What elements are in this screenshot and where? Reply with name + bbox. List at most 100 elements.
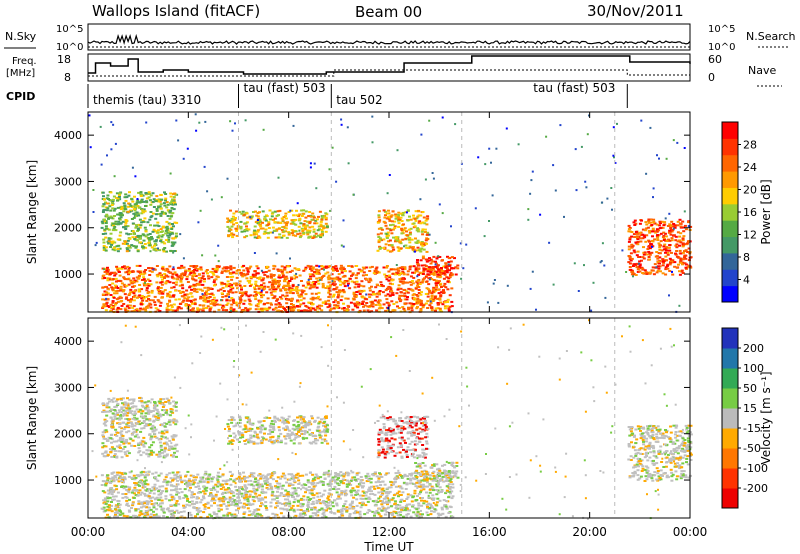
- echo-cell: [517, 143, 520, 146]
- echo-cell: [116, 279, 120, 282]
- echo-cell: [150, 270, 154, 273]
- echo-cell: [422, 216, 426, 219]
- echo-cell: [392, 483, 395, 486]
- echo-cell: [184, 270, 188, 273]
- echo-cell: [128, 486, 132, 489]
- echo-cell: [321, 484, 325, 486]
- echo-cell: [106, 292, 110, 295]
- echo-cell: [212, 302, 216, 305]
- echo-cell: [425, 260, 429, 263]
- echo-cell: [386, 286, 390, 289]
- echo-cell: [247, 298, 251, 301]
- echo-cell: [306, 233, 310, 236]
- echo-cell: [644, 221, 648, 224]
- echo-cell: [434, 271, 438, 274]
- echo-cell: [370, 301, 374, 304]
- echo-cell: [319, 225, 323, 228]
- echo-cell: [149, 500, 153, 503]
- echo-cell: [146, 483, 150, 486]
- echo-cell: [212, 273, 216, 276]
- echo-cell: [115, 265, 119, 268]
- echo-cell: [378, 247, 382, 250]
- echo-cell: [354, 509, 358, 512]
- echo-cell: [388, 174, 391, 176]
- echo-cell: [630, 231, 634, 233]
- echo-cell: [238, 506, 242, 509]
- echo-cell: [264, 307, 268, 310]
- echo-cell: [141, 299, 145, 302]
- echo-cell: [220, 281, 224, 284]
- echo-cell: [200, 277, 204, 280]
- echo-cell: [256, 272, 260, 275]
- echo-cell: [380, 503, 384, 506]
- echo-cell: [174, 502, 178, 505]
- echo-cell: [428, 257, 431, 260]
- echo-cell: [136, 199, 140, 202]
- echo-cell: [178, 476, 182, 479]
- echo-cell: [373, 511, 377, 514]
- echo-cell: [259, 505, 262, 508]
- echo-cell: [406, 475, 409, 478]
- echo-cell: [375, 485, 379, 488]
- echo-cell: [131, 306, 135, 309]
- echo-cell: [235, 229, 239, 232]
- echo-cell: [233, 499, 237, 502]
- echo-cell: [137, 201, 141, 204]
- echo-cell: [144, 269, 148, 271]
- echo-cell: [337, 273, 341, 276]
- echo-cell: [205, 292, 209, 295]
- echo-cell: [335, 478, 339, 481]
- echo-cell: [423, 485, 427, 488]
- echo-cell: [225, 266, 229, 269]
- echo-cell: [169, 215, 173, 218]
- echo-cell: [244, 222, 248, 225]
- echo-cell: [671, 270, 673, 273]
- echo-cell: [651, 269, 655, 272]
- echo-cell: [206, 305, 210, 308]
- echo-cell: [188, 273, 192, 276]
- echo-cell: [317, 282, 321, 285]
- echo-cell: [116, 268, 120, 271]
- echo-cell: [254, 308, 258, 311]
- echo-cell: [671, 273, 675, 276]
- echo-cell: [125, 504, 129, 507]
- echo-cell: [227, 290, 231, 293]
- echo-cell: [384, 513, 388, 516]
- echo-cell: [431, 288, 435, 291]
- echo-cell: [398, 294, 402, 297]
- echo-cell: [114, 284, 117, 287]
- echo-cell: [429, 271, 433, 274]
- echo-cell: [672, 234, 676, 237]
- echo-cell: [223, 282, 227, 285]
- echo-cell: [636, 235, 640, 238]
- echo-cell: [147, 196, 151, 199]
- echo-cell: [139, 234, 143, 237]
- echo-cell: [450, 497, 454, 500]
- echo-cell: [147, 470, 151, 473]
- echo-cell: [400, 220, 404, 222]
- echo-cell: [234, 509, 238, 512]
- echo-cell: [277, 285, 281, 288]
- echo-cell: [137, 500, 141, 503]
- echo-cell: [129, 516, 133, 519]
- echo-cell: [142, 307, 146, 310]
- echo-cell: [373, 514, 376, 517]
- echo-cell: [228, 470, 232, 473]
- echo-cell: [210, 198, 213, 201]
- echo-cell: [310, 508, 314, 511]
- echo-cell: [394, 476, 398, 479]
- echo-cell: [449, 274, 452, 276]
- echo-cell: [343, 270, 347, 273]
- echo-cell: [339, 268, 343, 271]
- echo-cell: [146, 488, 150, 491]
- echo-cell: [664, 266, 668, 269]
- echo-cell: [212, 299, 216, 302]
- echo-cell: [351, 308, 355, 311]
- echo-cell: [116, 287, 120, 289]
- echo-cell: [164, 497, 168, 500]
- echo-cell: [442, 289, 445, 292]
- echo-cell: [162, 202, 166, 205]
- echo-cell: [639, 237, 643, 240]
- echo-cell: [316, 482, 320, 485]
- echo-cell: [315, 222, 319, 225]
